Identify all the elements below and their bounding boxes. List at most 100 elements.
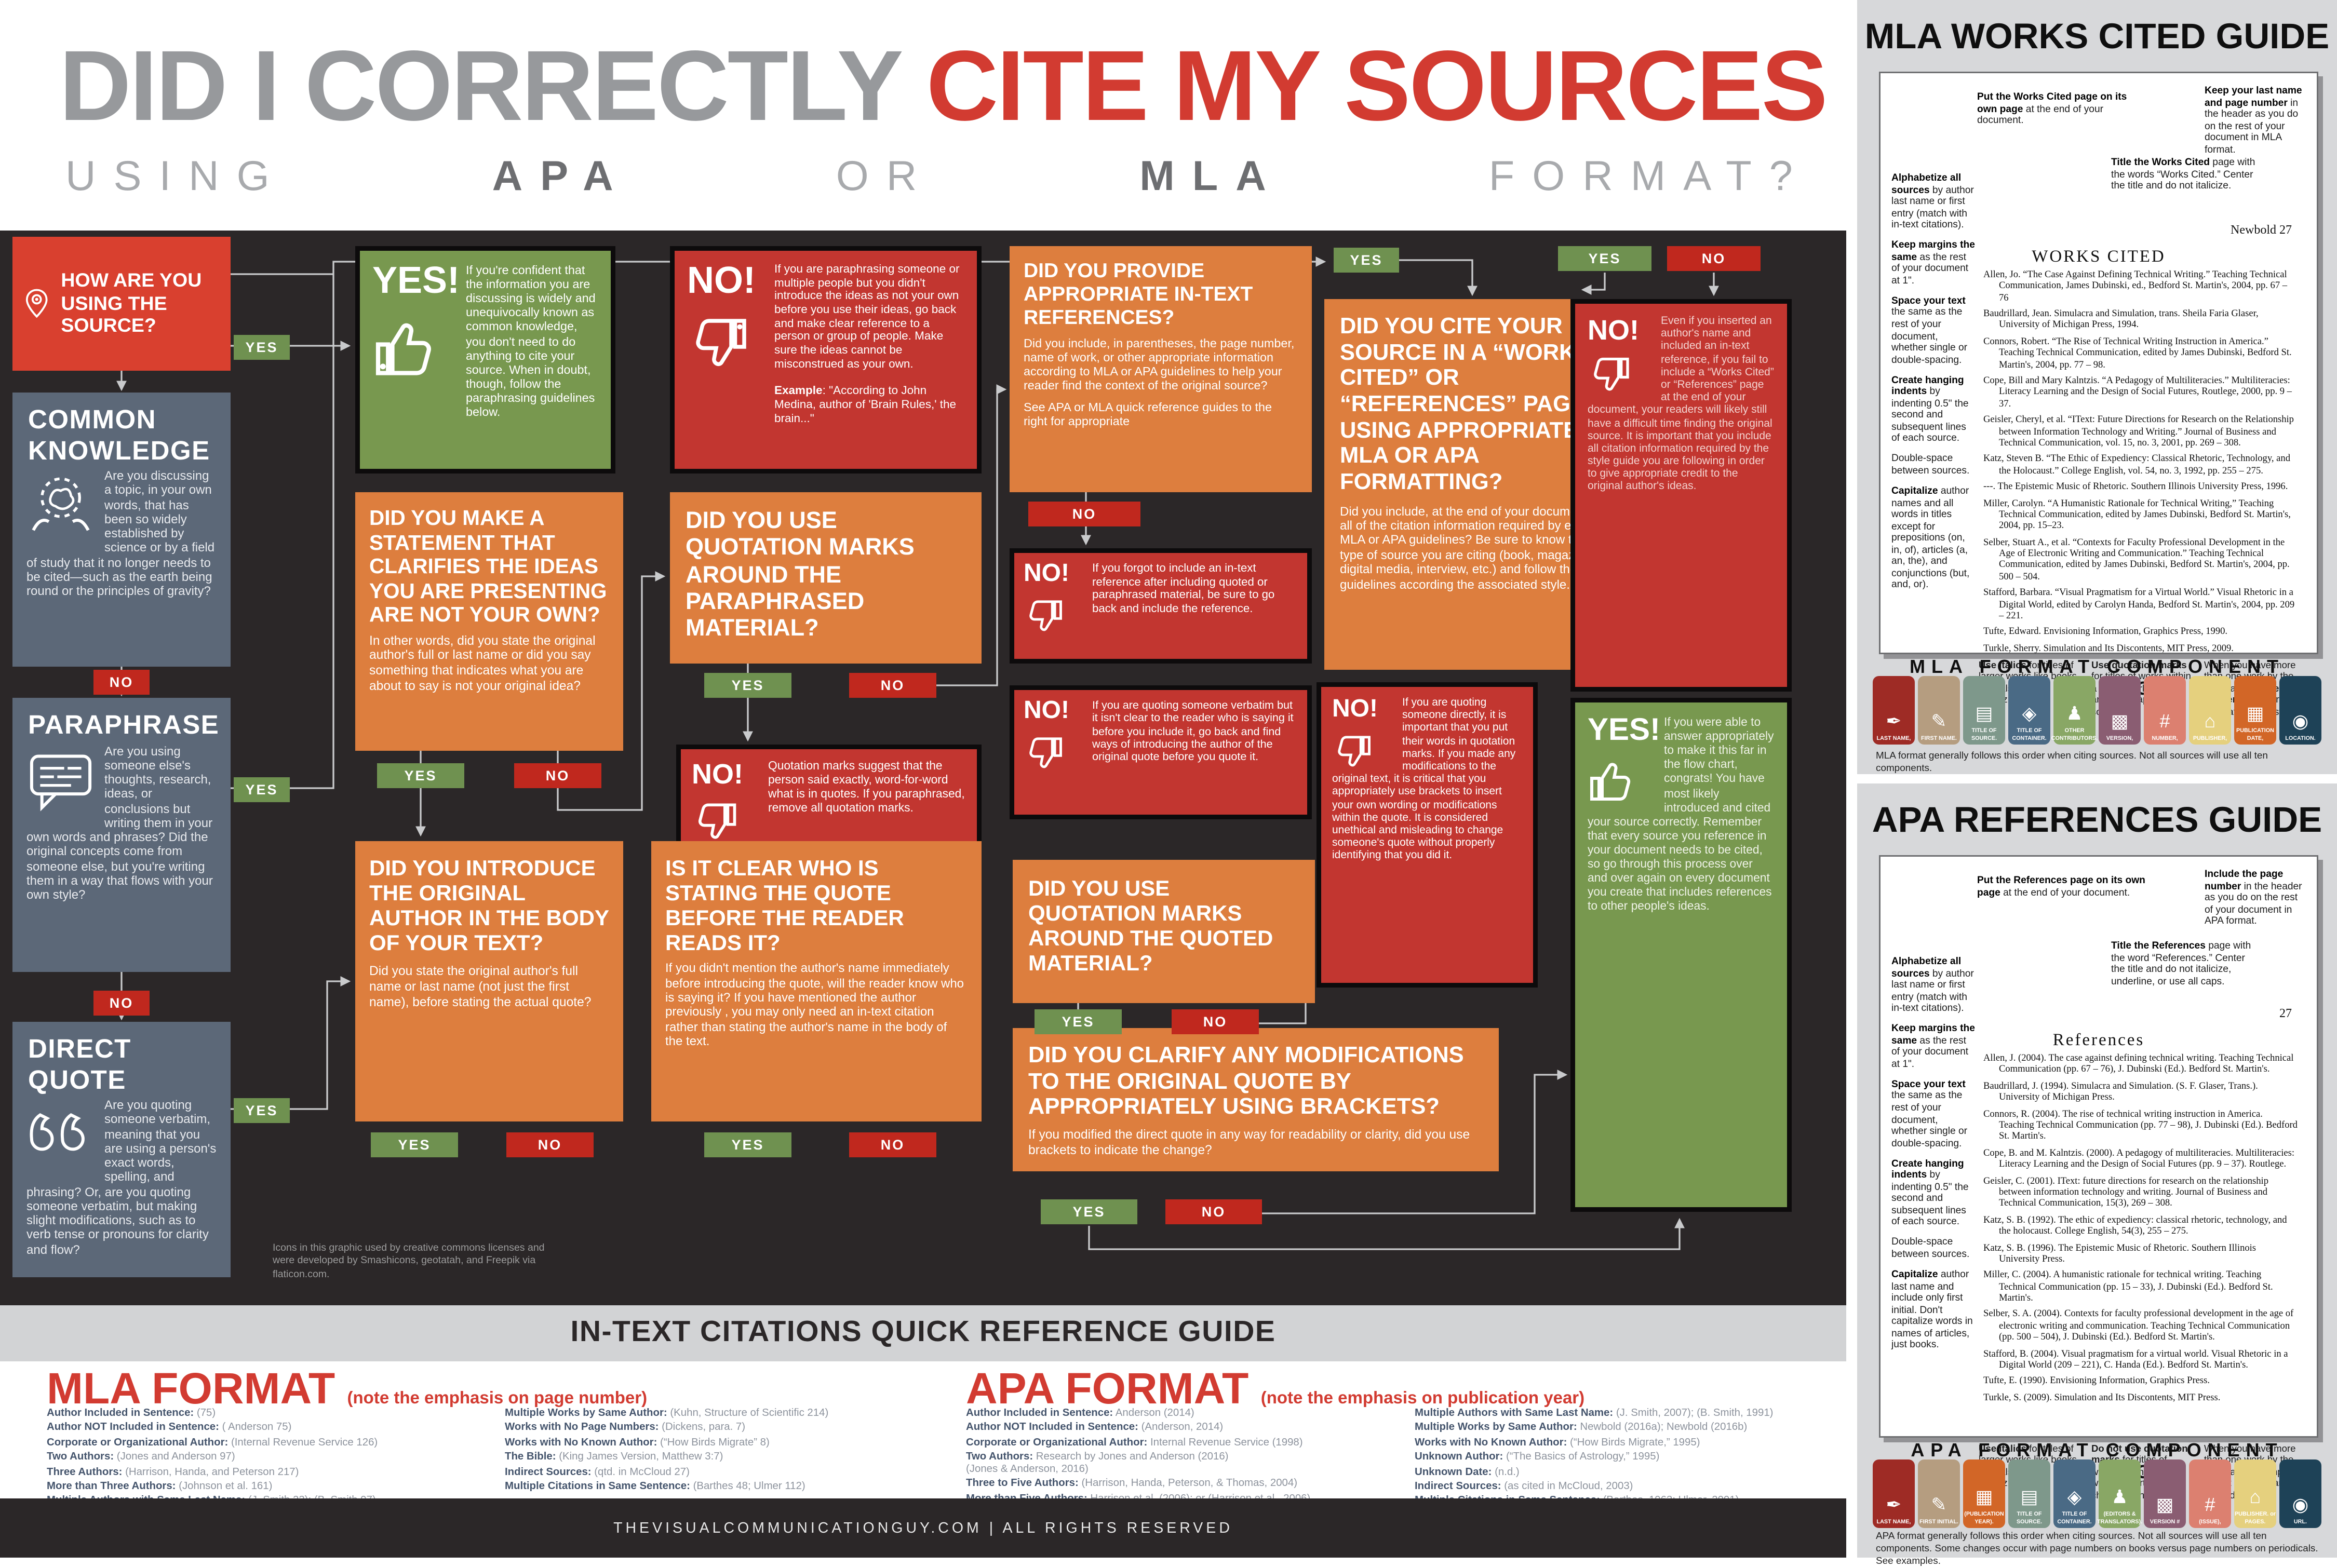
citation-entry: Cope, B. and M. Kalntzis. (2000). A peda… xyxy=(1983,1147,2295,1170)
flow-box-title: DID YOU INTRODUCE THE ORIGINAL AUTHOR IN… xyxy=(369,855,609,955)
sequence-tile: ♟ (EDITORS & TRANSLATORS). xyxy=(2097,1459,2142,1528)
subtitle-apa: APA xyxy=(492,153,631,199)
annotation-rest: by author last name or first entry (matc… xyxy=(1891,968,1974,1015)
annotation-rest: author last name and include only first … xyxy=(1891,1269,1973,1351)
chip-no: NO xyxy=(1028,502,1140,526)
sequence-tile: ▤ TITLE OF SOURCE. xyxy=(1963,676,2005,745)
flow-box-body: Did you include, in parentheses, the pag… xyxy=(1024,336,1295,393)
format-value: (King James Version, Matthew 3:7) xyxy=(556,1452,723,1463)
sequence-tile-icon: ▦ xyxy=(2246,702,2264,725)
flow-box-direct-quote: DIRECT QUOTE Are you quoting someone ver… xyxy=(12,1022,231,1277)
sequence-tile-icon: ▩ xyxy=(2156,1493,2174,1515)
icon-credit: Icons in this graphic used by creative c… xyxy=(273,1243,545,1280)
format-value: (Internal Revenue Service 126) xyxy=(228,1437,378,1449)
annotation-put-page: Put the References page on its own page … xyxy=(1977,875,2148,899)
sequence-tile-label: TITLE OF CONTAINER. xyxy=(2057,1511,2092,1524)
annotation-title-page: Title the References page with the word … xyxy=(2111,941,2258,988)
annotation: Alphabetize all sources by author last n… xyxy=(1891,173,1976,232)
chip-yes: YES xyxy=(704,1132,791,1157)
no-label: NO! xyxy=(1024,698,1069,724)
flow-box-no-verbatim-unclear: NO! If you are quoting someone verbatim … xyxy=(1010,685,1312,819)
format-value: (Harrison, Handa, Peterson, & Thomas, 20… xyxy=(1078,1479,1298,1490)
sequence-tile-label: (ISSUE), xyxy=(2199,1518,2221,1524)
sequence-tile: ✒ LAST NAME, xyxy=(1873,676,1915,745)
format-value: Research by Jones and Anderson (2016) (J… xyxy=(966,1452,1229,1476)
annotation-rest: by author last name or first entry (matc… xyxy=(1891,184,1974,231)
note-bold: Use italics xyxy=(1979,660,2026,671)
chip-yes: YES xyxy=(234,1098,290,1123)
citation-entry: Stafford, B. (2004). Visual pragmatism f… xyxy=(1983,1348,2288,1371)
format-row: Corporate or Organizational Author: Inte… xyxy=(966,1437,1405,1449)
chip-no: NO xyxy=(1165,1199,1262,1224)
flow-box-yes-common: YES! If you're confident that the inform… xyxy=(355,246,615,474)
intext-reference-section: MLA FORMAT (note the emphasis on page nu… xyxy=(0,1361,1846,1507)
annotation: Create hanging indents by indenting 0.5"… xyxy=(1891,375,1976,445)
sequence-tile-label: PUBLISHER. or PAGES. xyxy=(2234,1511,2276,1524)
chip-yes: YES xyxy=(371,1132,458,1157)
annotation-rest: page with the words “Works Cited.” Cente… xyxy=(2111,157,2255,192)
flow-box-no-forgot-reference: NO! If you forgot to include an in-text … xyxy=(1010,548,1312,664)
annotation: Keep margins the same as the rest of you… xyxy=(1891,240,1976,288)
sequence-tile-icon: ◈ xyxy=(2067,1486,2082,1508)
format-row: Multiple Works by Same Author: (Kuhn, St… xyxy=(505,1408,925,1420)
flow-box-paraphrase: PARAPHRASE Are you using someone else's … xyxy=(12,698,231,972)
annotation-bold: Space your text xyxy=(1891,295,1966,307)
sequence-tile: ▩ VERSION, xyxy=(2099,676,2141,745)
flow-box-body: Are you quoting someone verbatim, meanin… xyxy=(26,1098,217,1257)
mla-guide-title: MLA WORKS CITED GUIDE xyxy=(1864,16,2330,56)
format-label: Two Authors: xyxy=(966,1452,1033,1463)
format-label: Three Authors: xyxy=(47,1466,123,1478)
sequence-tile-label: TITLE OF SOURCE. xyxy=(2016,1511,2043,1524)
chip-yes: YES xyxy=(704,673,791,698)
thumbs-down-icon xyxy=(1594,357,1629,391)
sequence-tile-icon: ♟ xyxy=(2111,1486,2128,1508)
apa-citation-list: Allen, J. (2004). The case against defin… xyxy=(1983,1053,2298,1409)
mla-citation-list: Allen, Jo. “The Case Against Defining Te… xyxy=(1983,269,2298,659)
flow-box-title: DID YOU CLARIFY ANY MODIFICATIONS TO THE… xyxy=(1028,1044,1464,1121)
sequence-tile: ⌂ PUBLISHER, xyxy=(2189,676,2231,745)
chip-yes: YES xyxy=(1041,1199,1137,1224)
sequence-tile-icon: ▦ xyxy=(1975,1486,1993,1508)
citation-entry: Selber, S. A. (2004). Contexts for facul… xyxy=(1983,1309,2294,1343)
flow-box-body: Did you include, at the end of your docu… xyxy=(1340,504,1596,591)
sequence-tile: # (ISSUE), xyxy=(2189,1459,2231,1528)
citation-entry: Baudrillard, Jean. Simulacra and Simulat… xyxy=(1983,308,2259,331)
sample-page-title: WORKS CITED xyxy=(2032,248,2166,266)
flow-box-quotation-paraphrased: DID YOU USE QUOTATION MARKS AROUND THE P… xyxy=(670,492,982,664)
citation-entry: Geisler, Cheryl, et al. “IText: Future D… xyxy=(1983,414,2294,449)
format-label: The Bible: xyxy=(505,1452,556,1463)
format-value: (Dickens, para. 7) xyxy=(659,1423,746,1434)
apa-guide-title: APA REFERENCES GUIDE xyxy=(1872,799,2322,840)
format-label: Unknown Date: xyxy=(1415,1466,1492,1478)
annotation: Double-space between sources. xyxy=(1891,1237,1976,1261)
sequence-tile-label: URL. xyxy=(2293,1518,2307,1524)
footer-bar: THEVISUALCOMMUNICATIONGUY.COM | ALL RIGH… xyxy=(0,1498,1846,1558)
flow-box-introduce-author: DID YOU INTRODUCE THE ORIGINAL AUTHOR IN… xyxy=(355,841,623,1121)
sequence-tile-icon: ✎ xyxy=(1931,1493,1947,1515)
sequence-tile-icon: # xyxy=(2159,709,2170,732)
annotation-bold: Create hanging indents xyxy=(1891,1158,1964,1181)
format-label: Multiple Citations in Same Sentence: xyxy=(505,1481,690,1493)
format-row: Two Authors: (Jones and Anderson 97) xyxy=(47,1452,495,1464)
no-paraphrasing-text: If you are paraphrasing someone or multi… xyxy=(774,262,960,371)
format-value: Newbold (2016a); Newbold (2016b) xyxy=(1577,1423,1748,1434)
sequence-tile-icon: ◈ xyxy=(2022,702,2037,725)
apa-format-col2: Multiple Authors with Same Last Name: (J… xyxy=(1415,1408,1838,1511)
annotation: Keep margins the same as the rest of you… xyxy=(1891,1024,1976,1071)
format-value: (“The Basics of Astrology,” 1995) xyxy=(1503,1452,1660,1463)
sequence-tile-icon: ⌂ xyxy=(2204,709,2216,732)
sequence-tile-icon: # xyxy=(2205,1493,2215,1515)
annotation-bold: Include the page number xyxy=(2205,869,2284,892)
mla-format-col1: Author Included in Sentence: (75) Author … xyxy=(47,1408,495,1511)
flow-box-body: In other words, did you state the origin… xyxy=(369,633,596,693)
citation-entry: Miller, C. (2004). A humanistic rational… xyxy=(1983,1269,2273,1304)
chip-no: NO xyxy=(514,763,601,788)
chip-no: NO xyxy=(849,673,936,698)
apa-format-title: APA FORMAT xyxy=(966,1364,1249,1413)
format-row: Multiple Works by Same Author: Newbold (… xyxy=(1415,1423,1838,1435)
apa-guide-panel: APA REFERENCES GUIDE Put the References … xyxy=(1857,783,2337,1566)
sequence-tile: ♟ OTHER CONTRIBUTORS, xyxy=(2051,676,2098,745)
subtitle-mla: MLA xyxy=(1139,153,1284,199)
thumbs-down-icon xyxy=(699,803,736,839)
format-label: Unknown Author: xyxy=(1415,1452,1503,1463)
